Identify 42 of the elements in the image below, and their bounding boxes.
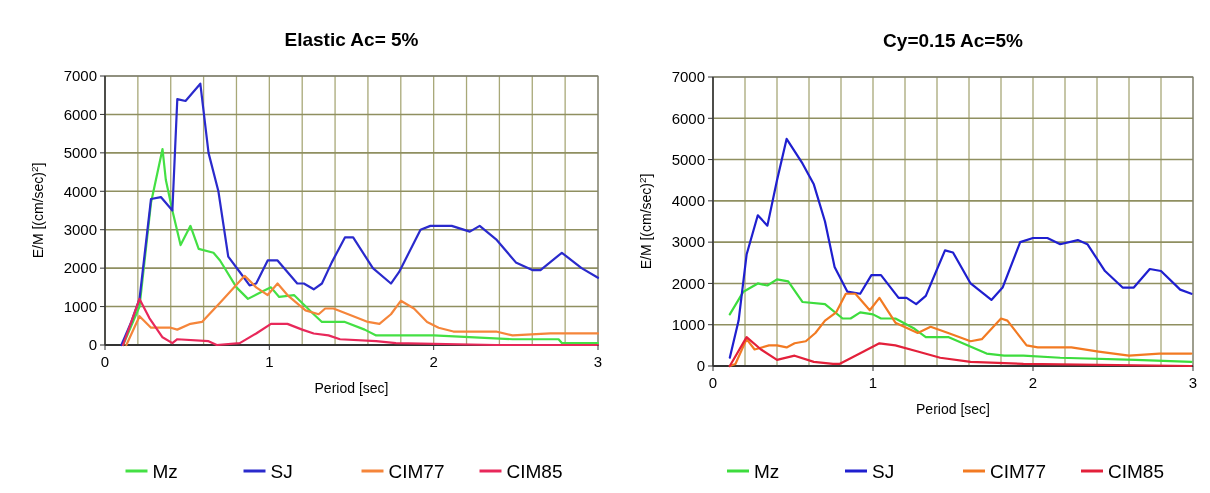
line-series <box>728 137 1193 359</box>
legend-label: SJ <box>270 460 293 482</box>
y-tick-label: 5000 <box>671 150 705 168</box>
line-series <box>728 278 1193 363</box>
y-tick-label: 3000 <box>63 220 97 238</box>
legend-label: Mz <box>152 460 178 482</box>
y-tick-label: 2000 <box>671 274 705 292</box>
y-tick-label: 7000 <box>671 68 705 86</box>
legend-label: Mz <box>754 460 780 482</box>
legend-label: SJ <box>872 460 895 482</box>
x-tick-label: 2 <box>1028 374 1038 391</box>
legend-label: CIM85 <box>506 460 563 482</box>
y-tick-label: 7000 <box>63 67 97 85</box>
x-tick-label: 3 <box>593 353 603 370</box>
x-tick-label: 2 <box>429 353 438 370</box>
y-tick-label: 5000 <box>63 144 97 162</box>
y-tick-label: 4000 <box>671 192 705 210</box>
y-tick-label: 0 <box>88 336 97 354</box>
line-series <box>728 336 1193 368</box>
y-tick-label: 6000 <box>671 109 705 127</box>
y-tick-label: 2000 <box>63 259 97 277</box>
x-tick-label: 1 <box>265 353 274 370</box>
line-series <box>120 82 600 347</box>
y-tick-label: 4000 <box>63 182 97 200</box>
legend-label: CIM77 <box>388 460 445 482</box>
x-tick-label: 1 <box>868 374 878 391</box>
x-tick-label: 0 <box>708 374 718 391</box>
x-axis-title: Period [sec] <box>916 401 990 417</box>
x-tick-label: 3 <box>1188 374 1198 391</box>
legend-label: CIM77 <box>990 460 1046 482</box>
line-series <box>728 292 1193 368</box>
chart-title: Cy=0.15 Ac=5% <box>883 30 1023 51</box>
chart-title: Elastic Ac= 5% <box>284 29 419 50</box>
legend-label: CIM85 <box>1108 460 1164 482</box>
line-series <box>125 274 600 347</box>
line-series <box>121 297 600 347</box>
y-tick-label: 6000 <box>63 105 97 123</box>
y-tick-label: 1000 <box>671 315 705 333</box>
y-tick-label: 1000 <box>63 297 97 315</box>
x-tick-label: 0 <box>100 353 110 370</box>
x-axis-title: Period [sec] <box>314 380 389 396</box>
y-tick-label: 3000 <box>671 233 705 251</box>
